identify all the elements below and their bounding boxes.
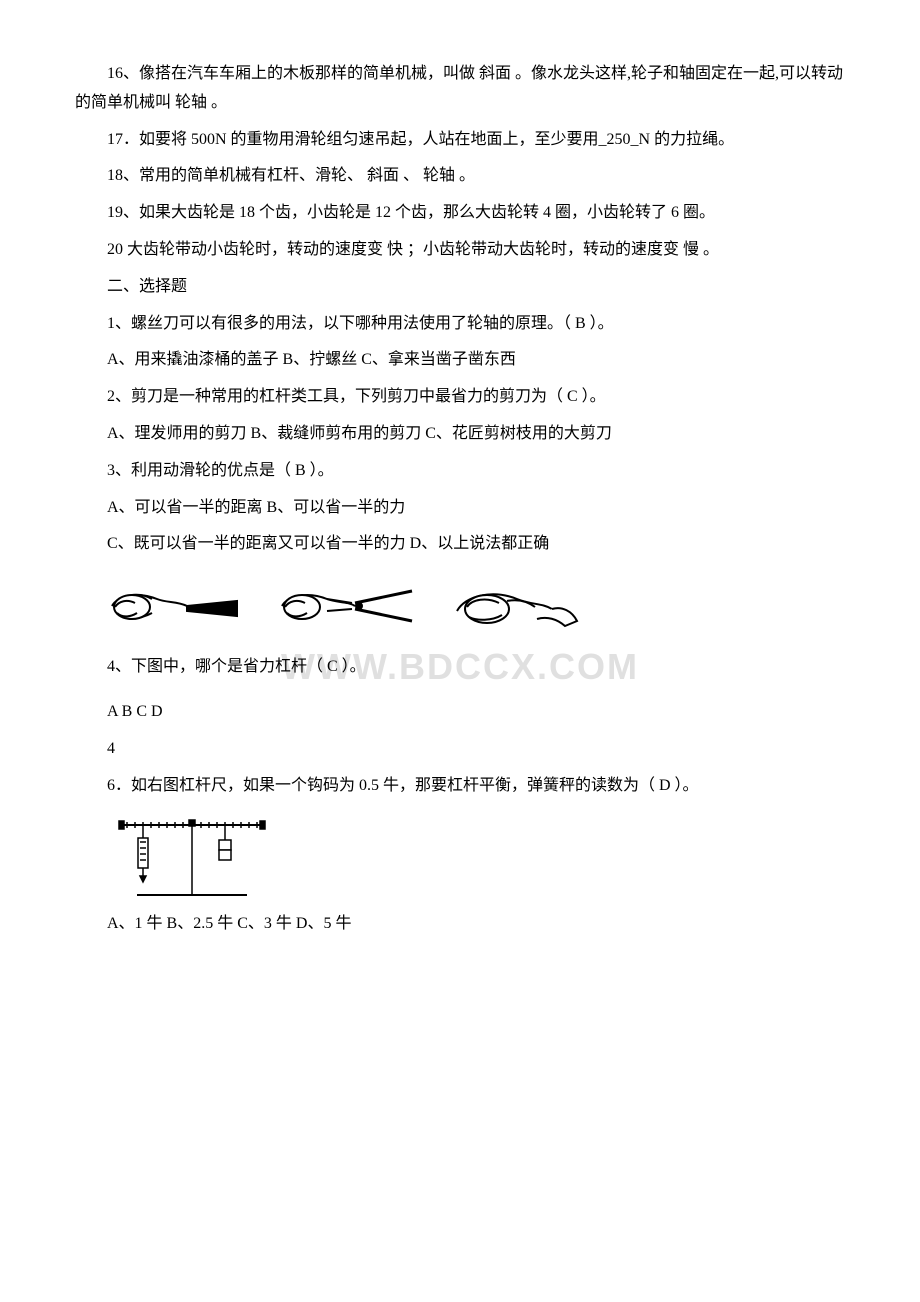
fill-blank-q18: 18、常用的简单机械有杠杆、滑轮、 斜面 、 轮轴 。: [75, 162, 845, 191]
fill-blank-q17: 17．如要将 500N 的重物用滑轮组匀速吊起，人站在地面上，至少要用_250_…: [75, 126, 845, 155]
choice-q6: 6．如右图杠杆尺，如果一个钩码为 0.5 牛，那要杠杆平衡，弹簧秤的读数为（ D…: [75, 772, 845, 801]
choice-q2-options: A、理发师用的剪刀 B、裁缝师剪布用的剪刀 C、花匠剪树枝用的大剪刀: [75, 420, 845, 449]
choice-q3: 3、利用动滑轮的优点是（ B ）。: [75, 457, 845, 486]
choice-q3-options-cd: C、既可以省一半的距离又可以省一半的力 D、以上说法都正确: [75, 530, 845, 559]
scissor-figure-b-icon: [277, 571, 417, 641]
document-content: 16、像搭在汽车车厢上的木板那样的简单机械，叫做 斜面 。像水龙头这样,轮子和轴…: [75, 60, 845, 939]
choice-q3-options-ab: A、可以省一半的距离 B、可以省一半的力: [75, 494, 845, 523]
choice-q4-labels: A B C D: [75, 698, 845, 727]
lever-balance-figure-icon: [107, 810, 277, 900]
hand-scissors-figures-row: [107, 571, 845, 641]
fill-blank-q20: 20 大齿轮带动小齿轮时，转动的速度变 快 ；小齿轮带动大齿轮时，转动的速度变 …: [75, 236, 845, 265]
scissor-figure-c-icon: [447, 571, 587, 641]
fill-blank-q16: 16、像搭在汽车车厢上的木板那样的简单机械，叫做 斜面 。像水龙头这样,轮子和轴…: [75, 60, 845, 118]
choice-q4-number: 4: [75, 735, 845, 764]
choice-q1-options: A、用来撬油漆桶的盖子 B、拧螺丝 C、拿来当凿子凿东西: [75, 346, 845, 375]
choice-q4: 4、下图中，哪个是省力杠杆（ C ）。: [75, 653, 845, 682]
fill-blank-q19: 19、如果大齿轮是 18 个齿，小齿轮是 12 个齿，那么大齿轮转 4 圈，小齿…: [75, 199, 845, 228]
choice-q1: 1、螺丝刀可以有很多的用法，以下哪种用法使用了轮轴的原理。（ B ）。: [75, 310, 845, 339]
scissor-figure-a-icon: [107, 571, 247, 641]
choice-q6-options: A、1 牛 B、2.5 牛 C、3 牛 D、5 牛: [75, 910, 845, 939]
choice-q2: 2、剪刀是一种常用的杠杆类工具，下列剪刀中最省力的剪刀为（ C ）。: [75, 383, 845, 412]
choice-section-title: 二、选择题: [75, 273, 845, 302]
